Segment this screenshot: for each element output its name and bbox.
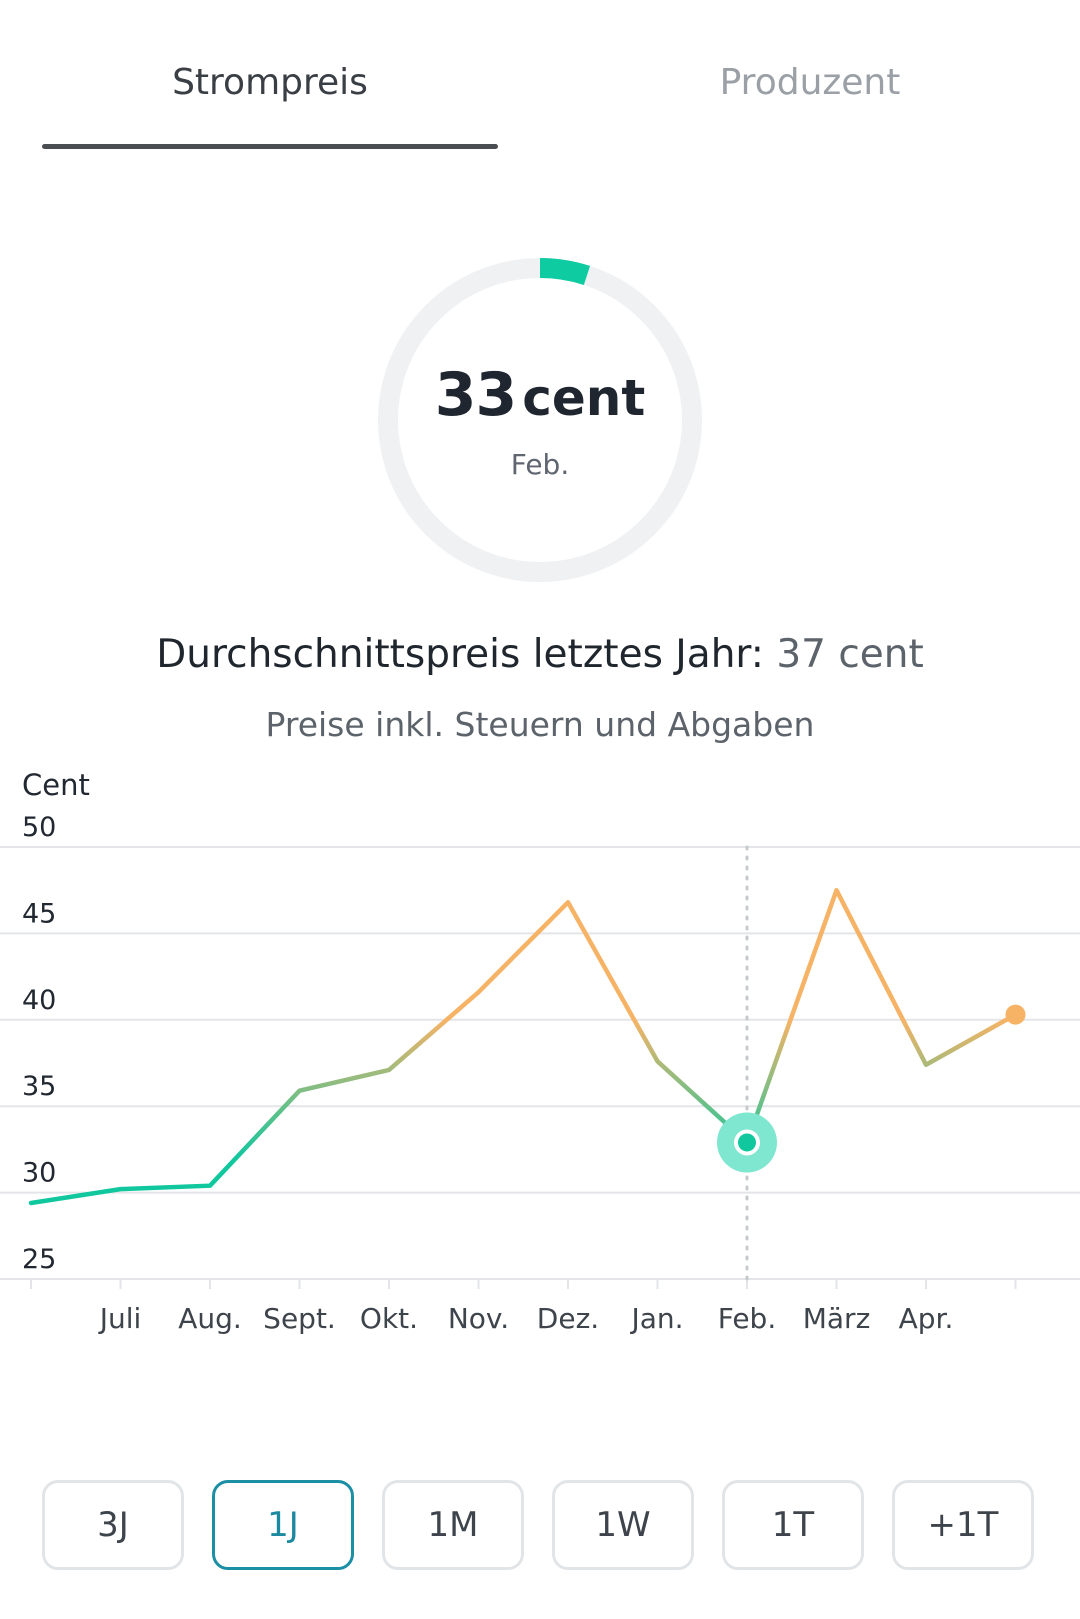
range-button-1j[interactable]: 1J bbox=[212, 1480, 354, 1570]
y-tick-label: 40 bbox=[22, 985, 56, 1016]
y-tick-label: 45 bbox=[22, 898, 56, 929]
selected-point[interactable] bbox=[738, 1133, 756, 1152]
range-button-plus1t[interactable]: +1T bbox=[892, 1480, 1034, 1570]
tab-produzent[interactable]: Produzent bbox=[719, 62, 901, 103]
x-tick-label: März bbox=[803, 1302, 871, 1335]
x-tick-label: Dez. bbox=[537, 1302, 599, 1335]
price-chart: Cent 50 45 40 35 30 25 Juli Aug. Sept. Okt. Nov. Dez… bbox=[0, 770, 1080, 1335]
tab-strompreis[interactable]: Strompreis bbox=[172, 62, 368, 103]
y-tick-label: 35 bbox=[22, 1071, 56, 1102]
x-tick-label: Juli bbox=[98, 1302, 142, 1335]
gauge-price-unit: cent bbox=[522, 369, 646, 427]
range-button-3j[interactable]: 3J bbox=[42, 1480, 184, 1570]
price-line bbox=[28, 887, 1018, 1206]
gauge-price-value: 33 bbox=[434, 360, 517, 430]
x-tick-label: Aug. bbox=[178, 1302, 242, 1335]
gauge-price: 33 cent bbox=[370, 360, 710, 430]
range-button-1t[interactable]: 1T bbox=[722, 1480, 864, 1570]
range-selector: 3J 1J 1M 1W 1T +1T bbox=[42, 1480, 1038, 1576]
x-tick-label: Nov. bbox=[448, 1302, 509, 1335]
active-tab-indicator bbox=[42, 144, 498, 149]
y-tick-label: 50 bbox=[22, 812, 56, 843]
price-gauge bbox=[378, 258, 702, 582]
average-price: Durchschnittspreis letztes Jahr: 37 cent bbox=[0, 632, 1080, 677]
price-note: Preise inkl. Steuern und Abgaben bbox=[265, 705, 815, 744]
x-tick-label: Sept. bbox=[263, 1302, 336, 1335]
y-tick-label: 30 bbox=[22, 1158, 56, 1189]
tab-bar: Strompreis Produzent bbox=[0, 0, 1080, 160]
range-button-1w[interactable]: 1W bbox=[552, 1480, 694, 1570]
range-button-1m[interactable]: 1M bbox=[382, 1480, 524, 1570]
x-tick-label: Apr. bbox=[899, 1302, 954, 1335]
x-tick-label: Feb. bbox=[718, 1302, 776, 1335]
gauge-month: Feb. bbox=[510, 448, 570, 481]
average-price-label: Durchschnittspreis letztes Jahr: bbox=[156, 632, 764, 677]
gauge-fill bbox=[378, 258, 702, 582]
x-tick-label: Jan. bbox=[629, 1302, 683, 1335]
average-price-value: 37 cent bbox=[776, 632, 924, 677]
y-axis-label: Cent bbox=[22, 770, 90, 802]
last-data-point bbox=[1005, 1004, 1026, 1025]
x-tick-label: Okt. bbox=[360, 1302, 418, 1335]
y-tick-label: 25 bbox=[22, 1244, 56, 1275]
